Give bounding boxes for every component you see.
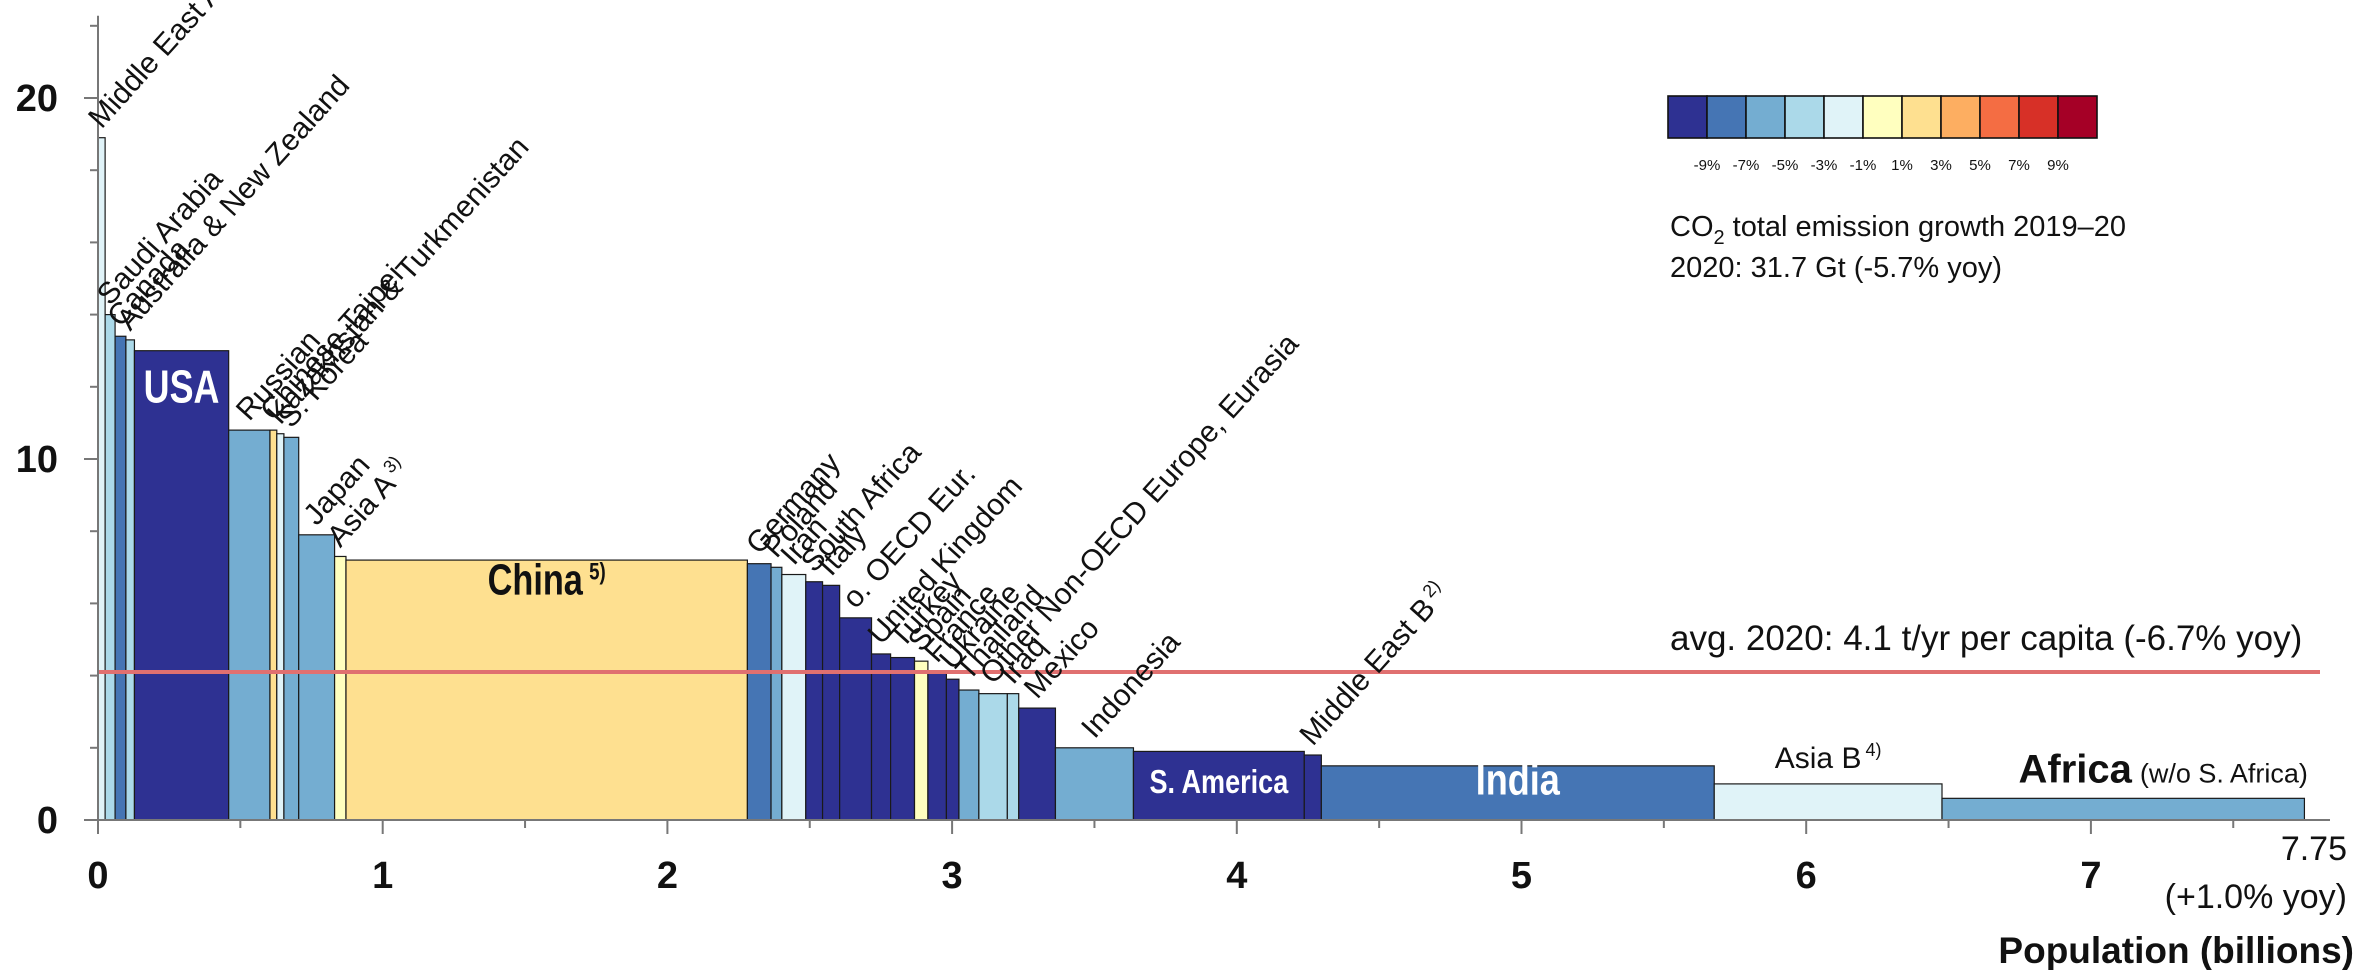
axes-layer: 0 10 20 0 1 2 3 4 5 6 7 <box>16 15 2330 897</box>
legend-tick-label: 5% <box>1969 157 1991 174</box>
bar-united-kingdom <box>870 653 892 821</box>
bar-canada <box>114 335 127 821</box>
average-line-label: avg. 2020: 4.1 t/yr per capita (-6.7% yo… <box>1670 619 2302 658</box>
label-s-america: S. America <box>1149 764 1288 800</box>
bar-ukraine <box>945 678 960 821</box>
legend-tick-label: -9% <box>1694 157 1721 174</box>
legend-tick-label: -5% <box>1772 157 1799 174</box>
bar-iran <box>781 573 807 821</box>
legend-tick-label: -3% <box>1811 157 1838 174</box>
bars-layer <box>97 137 2306 821</box>
bar-spain <box>913 660 929 821</box>
legend-tick-label: 9% <box>2047 157 2069 174</box>
bar-china <box>345 559 749 821</box>
label-usa: USA <box>144 361 220 412</box>
label-middle-east-b: Middle East B2) <box>1292 576 1455 752</box>
legend-swatch <box>1745 95 1786 139</box>
bar-mexico <box>1018 707 1057 821</box>
label-india: India <box>1476 755 1561 804</box>
x-end-note: (+1.0% yoy) <box>2165 878 2347 916</box>
bar-germany <box>746 563 772 821</box>
label-asia-b: Asia B 4) <box>1775 740 1882 775</box>
x-tick-label: 7 <box>2080 855 2101 897</box>
bar-middle-east-a <box>97 137 106 821</box>
legend-total-note: 2020: 31.7 Gt (-5.7% yoy) <box>1670 252 2002 284</box>
bar-australia-new-zealand <box>125 339 136 821</box>
bar-saudi-arabia <box>104 314 116 821</box>
bar-middle-east-b <box>1303 754 1322 821</box>
x-tick-label: 1 <box>372 855 393 897</box>
bar-kazakhstan-turkmenistan <box>276 433 285 821</box>
legend-tick-label: 1% <box>1891 157 1913 174</box>
legend-swatch <box>1706 95 1747 139</box>
legend-tick-label: -1% <box>1850 157 1877 174</box>
x-axis-title: Population (billions) <box>1998 930 2354 970</box>
x-tick-label: 0 <box>87 855 108 897</box>
bar-turkey <box>890 656 916 821</box>
bar-france <box>927 671 948 821</box>
bar-usa <box>133 350 230 821</box>
x-tick-label: 4 <box>1226 855 1247 897</box>
legend-swatch <box>1979 95 2020 139</box>
legend-swatch <box>1784 95 1825 139</box>
y-tick-label: 0 <box>37 800 58 842</box>
bar-south-africa <box>805 581 824 821</box>
bar-africa <box>1941 797 2306 821</box>
legend-tick-labels: -9% -7% -5% -3% -1% 1% 3% 5% 7% 9% <box>1694 157 2069 174</box>
bar-indonesia <box>1054 747 1135 821</box>
y-tick-label: 10 <box>16 439 58 481</box>
label-africa: Africa (w/o S. Africa) <box>2018 747 2307 791</box>
legend: -9% -7% -5% -3% -1% 1% 3% 5% 7% 9% CO2 total emis… <box>1667 95 2126 284</box>
bar-italy <box>821 584 841 821</box>
label-middle-east-a: Middle East A1) <box>81 0 243 134</box>
bar-asia-b <box>1713 783 1943 821</box>
legend-tick-label: -7% <box>1733 157 1760 174</box>
x-tick-label: 2 <box>657 855 678 897</box>
legend-tick-label: 7% <box>2008 157 2030 174</box>
legend-swatch <box>1940 95 1981 139</box>
bar-poland <box>770 566 783 821</box>
legend-swatch <box>1823 95 1864 139</box>
x-tick-label: 5 <box>1511 855 1532 897</box>
x-tick-label: 3 <box>942 855 963 897</box>
bar-o-oecd-eur <box>839 617 873 821</box>
legend-swatch <box>2018 95 2059 139</box>
bar-asia-a <box>333 555 347 821</box>
bar-s-korea <box>283 436 300 821</box>
label-australia-new-zealand: Australia & New Zealand <box>111 69 356 336</box>
x-end-label: 7.75 <box>2281 830 2347 868</box>
bar-japan <box>298 534 336 821</box>
bar-russian <box>228 429 271 821</box>
legend-swatch <box>1862 95 1903 139</box>
legend-swatch <box>1667 95 1708 139</box>
legend-swatch <box>1901 95 1942 139</box>
bar-chinese-taipei <box>269 429 278 821</box>
y-tick-label: 20 <box>16 78 58 120</box>
bar-s-america <box>1132 750 1305 821</box>
bar-other-non-oecd-europe-eurasia <box>978 693 1008 821</box>
x-tick-label: 6 <box>1796 855 1817 897</box>
bar-iraq <box>1006 693 1020 821</box>
legend-caption: CO2 total emission growth 2019–20 <box>1670 211 2126 249</box>
legend-swatch <box>2057 95 2098 139</box>
legend-tick-label: 3% <box>1930 157 1952 174</box>
legend-swatches <box>1667 95 2098 139</box>
bar-thailand <box>958 689 980 821</box>
